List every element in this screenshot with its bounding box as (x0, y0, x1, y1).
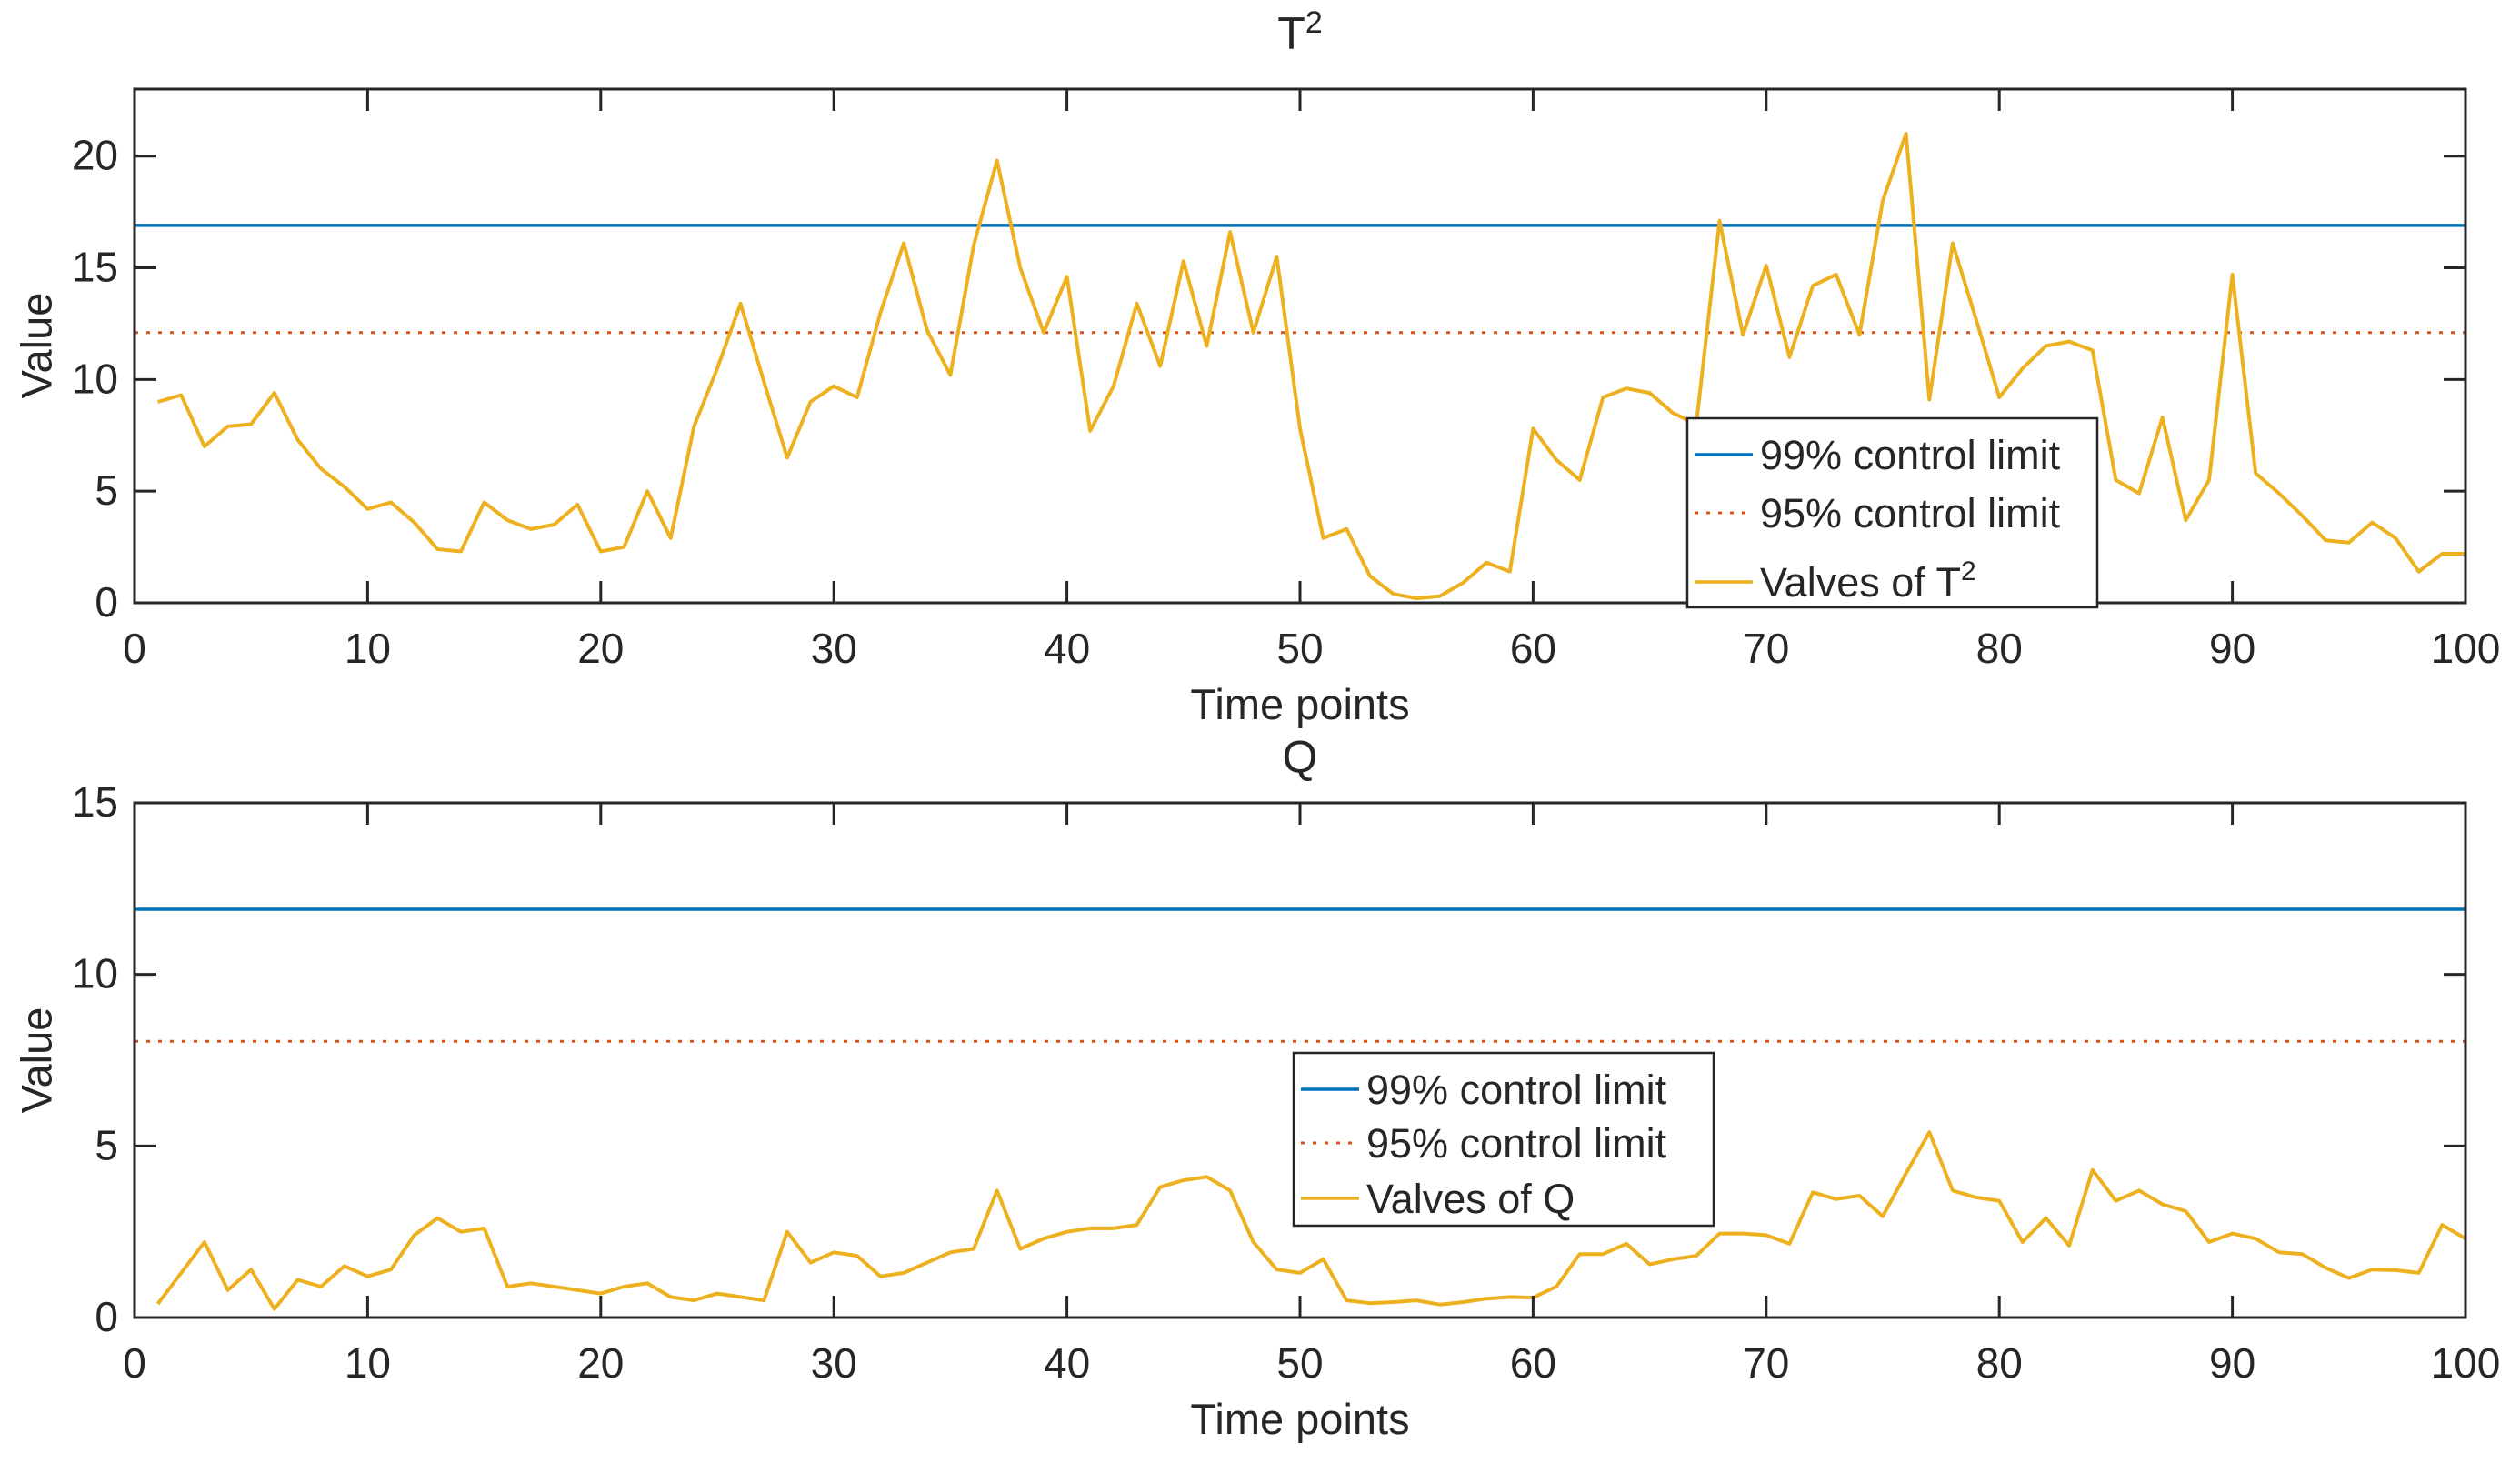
chart1-xtick-label: 10 (345, 625, 391, 672)
chart2-legend-label: Valves of Q (1366, 1176, 1575, 1222)
chart1-ytick-label: 15 (72, 244, 118, 291)
chart2-xtick-label: 10 (345, 1339, 391, 1387)
chart1-ytick-label: 10 (72, 355, 118, 402)
chart2-xtick-label: 100 (2431, 1339, 2501, 1387)
chart1-xtick-label: 80 (1976, 625, 2023, 672)
chart2-xtick-label: 0 (123, 1339, 146, 1387)
chart1-legend-box (1685, 416, 2099, 609)
chart1-ytick-label: 0 (95, 578, 118, 626)
chart1-xtick-label: 30 (811, 625, 857, 672)
chart2-title-base: Q (1282, 731, 1318, 783)
chart1-xtick-label: 50 (1276, 625, 1323, 672)
chart2-legend-label: 99% control limit (1366, 1067, 1667, 1113)
chart1-title-sup: 2 (1305, 5, 1323, 40)
chart2-title: Q (135, 729, 2465, 784)
chart1-xtick-label: 60 (1510, 625, 1556, 672)
chart2-ytick-label: 5 (95, 1121, 118, 1168)
chart1-xtick-label: 90 (2209, 625, 2255, 672)
chart1-xlabel: Time points (1190, 680, 1410, 728)
chart2-ytick-label: 15 (72, 778, 118, 826)
chart1-xtick-label: 20 (577, 625, 624, 672)
chart1-legend-label: 95% control limit (1760, 490, 2061, 536)
chart1-series-line (157, 132, 2465, 601)
chart1-legend-label: Valves of T2 (1760, 556, 1976, 606)
chart2-xlabel: Time points (1190, 1395, 1410, 1443)
chart1-legend-label-sup: 2 (1961, 556, 1976, 586)
chart2-xtick-label: 90 (2209, 1339, 2255, 1387)
chart2-legend-label: 95% control limit (1366, 1120, 1667, 1167)
chart2-ytick-label: 10 (72, 950, 118, 997)
chart2-xtick-label: 30 (811, 1339, 857, 1387)
chart2-xtick-label: 80 (1976, 1339, 2023, 1387)
chart2-ytick-label: 0 (95, 1293, 118, 1340)
chart1-title: T2 (135, 5, 2465, 60)
chart1-xtick-label: 70 (1743, 625, 1789, 672)
chart1-axes-box (133, 87, 2467, 605)
chart2-xtick-label: 40 (1044, 1339, 1090, 1387)
chart2-xtick-label: 70 (1743, 1339, 1789, 1387)
chart1-xtick-label: 100 (2431, 625, 2501, 672)
chart2-series-line (156, 1130, 2467, 1311)
chart1-ytick-label: 20 (72, 132, 118, 179)
chart1-legend-label: 99% control limit (1760, 432, 2061, 478)
chart1-title-base: T (1277, 7, 1305, 59)
chart1-ytick-label: 5 (95, 466, 118, 514)
chart2-xtick-label: 50 (1276, 1339, 1323, 1387)
chart2-xtick-label: 60 (1510, 1339, 1556, 1387)
chart1-xtick-label: 40 (1044, 625, 1090, 672)
chart2-xtick-label: 20 (577, 1339, 624, 1387)
chart1-xtick-label: 0 (123, 625, 146, 672)
chart2-legend-box (1292, 1051, 1715, 1228)
